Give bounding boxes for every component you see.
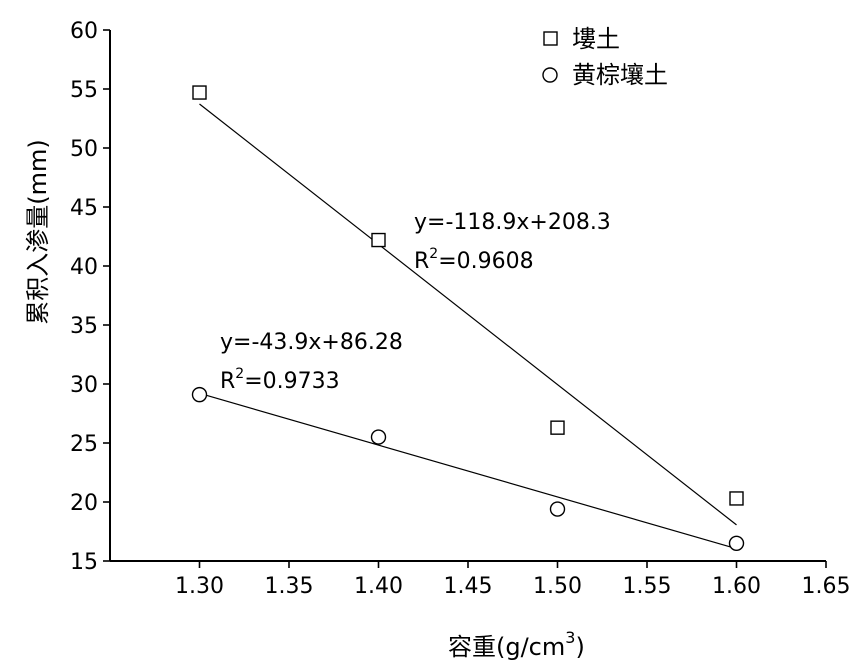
y-tick-label: 45 <box>70 196 98 221</box>
r2-series-2-value: =0.9733 <box>244 369 339 394</box>
chart-axes <box>109 30 826 562</box>
y-tick-label: 20 <box>70 491 98 516</box>
legend-label-series-1: 塿土 <box>572 25 620 53</box>
x-tick-label: 1.40 <box>354 574 403 599</box>
x-axis-title-sup: 3 <box>565 628 575 647</box>
equation-series-2: y=-43.9x+86.28 <box>220 330 403 355</box>
x-tick-label: 1.65 <box>802 574 851 599</box>
r2-series-1-sup: 2 <box>429 246 438 262</box>
x-axis-title-main: 容重(g/cm <box>448 633 565 661</box>
x-tick-label: 1.45 <box>444 574 493 599</box>
y-tick-label: 60 <box>70 19 98 44</box>
data-point-square <box>192 85 207 100</box>
legend: 塿土 黄棕壤土 <box>542 25 668 89</box>
fit-line-series-2 <box>199 392 737 550</box>
fit-line-series-1 <box>199 103 737 526</box>
x-tick-label: 1.60 <box>712 574 761 599</box>
y-tick-label: 30 <box>70 373 98 398</box>
r2-series-2-sup: 2 <box>235 366 244 382</box>
y-tick-label: 55 <box>70 78 98 103</box>
y-tick-label: 40 <box>70 255 98 280</box>
x-tick-label: 1.35 <box>265 574 314 599</box>
y-tick-label: 15 <box>70 550 98 575</box>
r2-series-1: R2=0.9608 <box>414 246 534 274</box>
x-tick-label: 1.50 <box>533 574 582 599</box>
equation-series-1: y=-118.9x+208.3 <box>414 210 611 235</box>
legend-circle-marker <box>542 67 558 83</box>
legend-square-marker <box>543 31 558 46</box>
data-point-circle <box>370 429 387 445</box>
y-tick-label: 25 <box>70 432 98 457</box>
data-point-circle <box>728 535 745 551</box>
x-tick-label: 1.30 <box>175 574 224 599</box>
r2-series-2-prefix: R <box>220 369 235 394</box>
y-tick-label: 35 <box>70 314 98 339</box>
r2-series-1-prefix: R <box>414 249 429 274</box>
chart-ticks: 1.30 1.35 1.40 1.45 1.50 1.55 1.60 1.65 15 20 25 30… <box>70 19 850 599</box>
chart-fit-lines <box>199 103 737 550</box>
data-point-circle <box>549 501 566 517</box>
x-axis-title: 容重(g/cm3) <box>448 628 585 661</box>
r2-series-1-value: =0.9608 <box>438 249 533 274</box>
x-tick-label: 1.55 <box>623 574 672 599</box>
data-point-circle <box>191 386 208 403</box>
r2-series-2: R2=0.9733 <box>220 366 340 394</box>
data-point-square <box>371 232 386 248</box>
y-axis-title: 累积入渗量(mm) <box>24 139 52 324</box>
x-axis-title-close: ) <box>575 633 584 661</box>
data-point-square <box>729 491 744 506</box>
chart-points <box>191 85 745 551</box>
data-point-square <box>550 420 565 435</box>
y-tick-label: 50 <box>70 137 98 162</box>
legend-label-series-2: 黄棕壤土 <box>572 61 668 89</box>
